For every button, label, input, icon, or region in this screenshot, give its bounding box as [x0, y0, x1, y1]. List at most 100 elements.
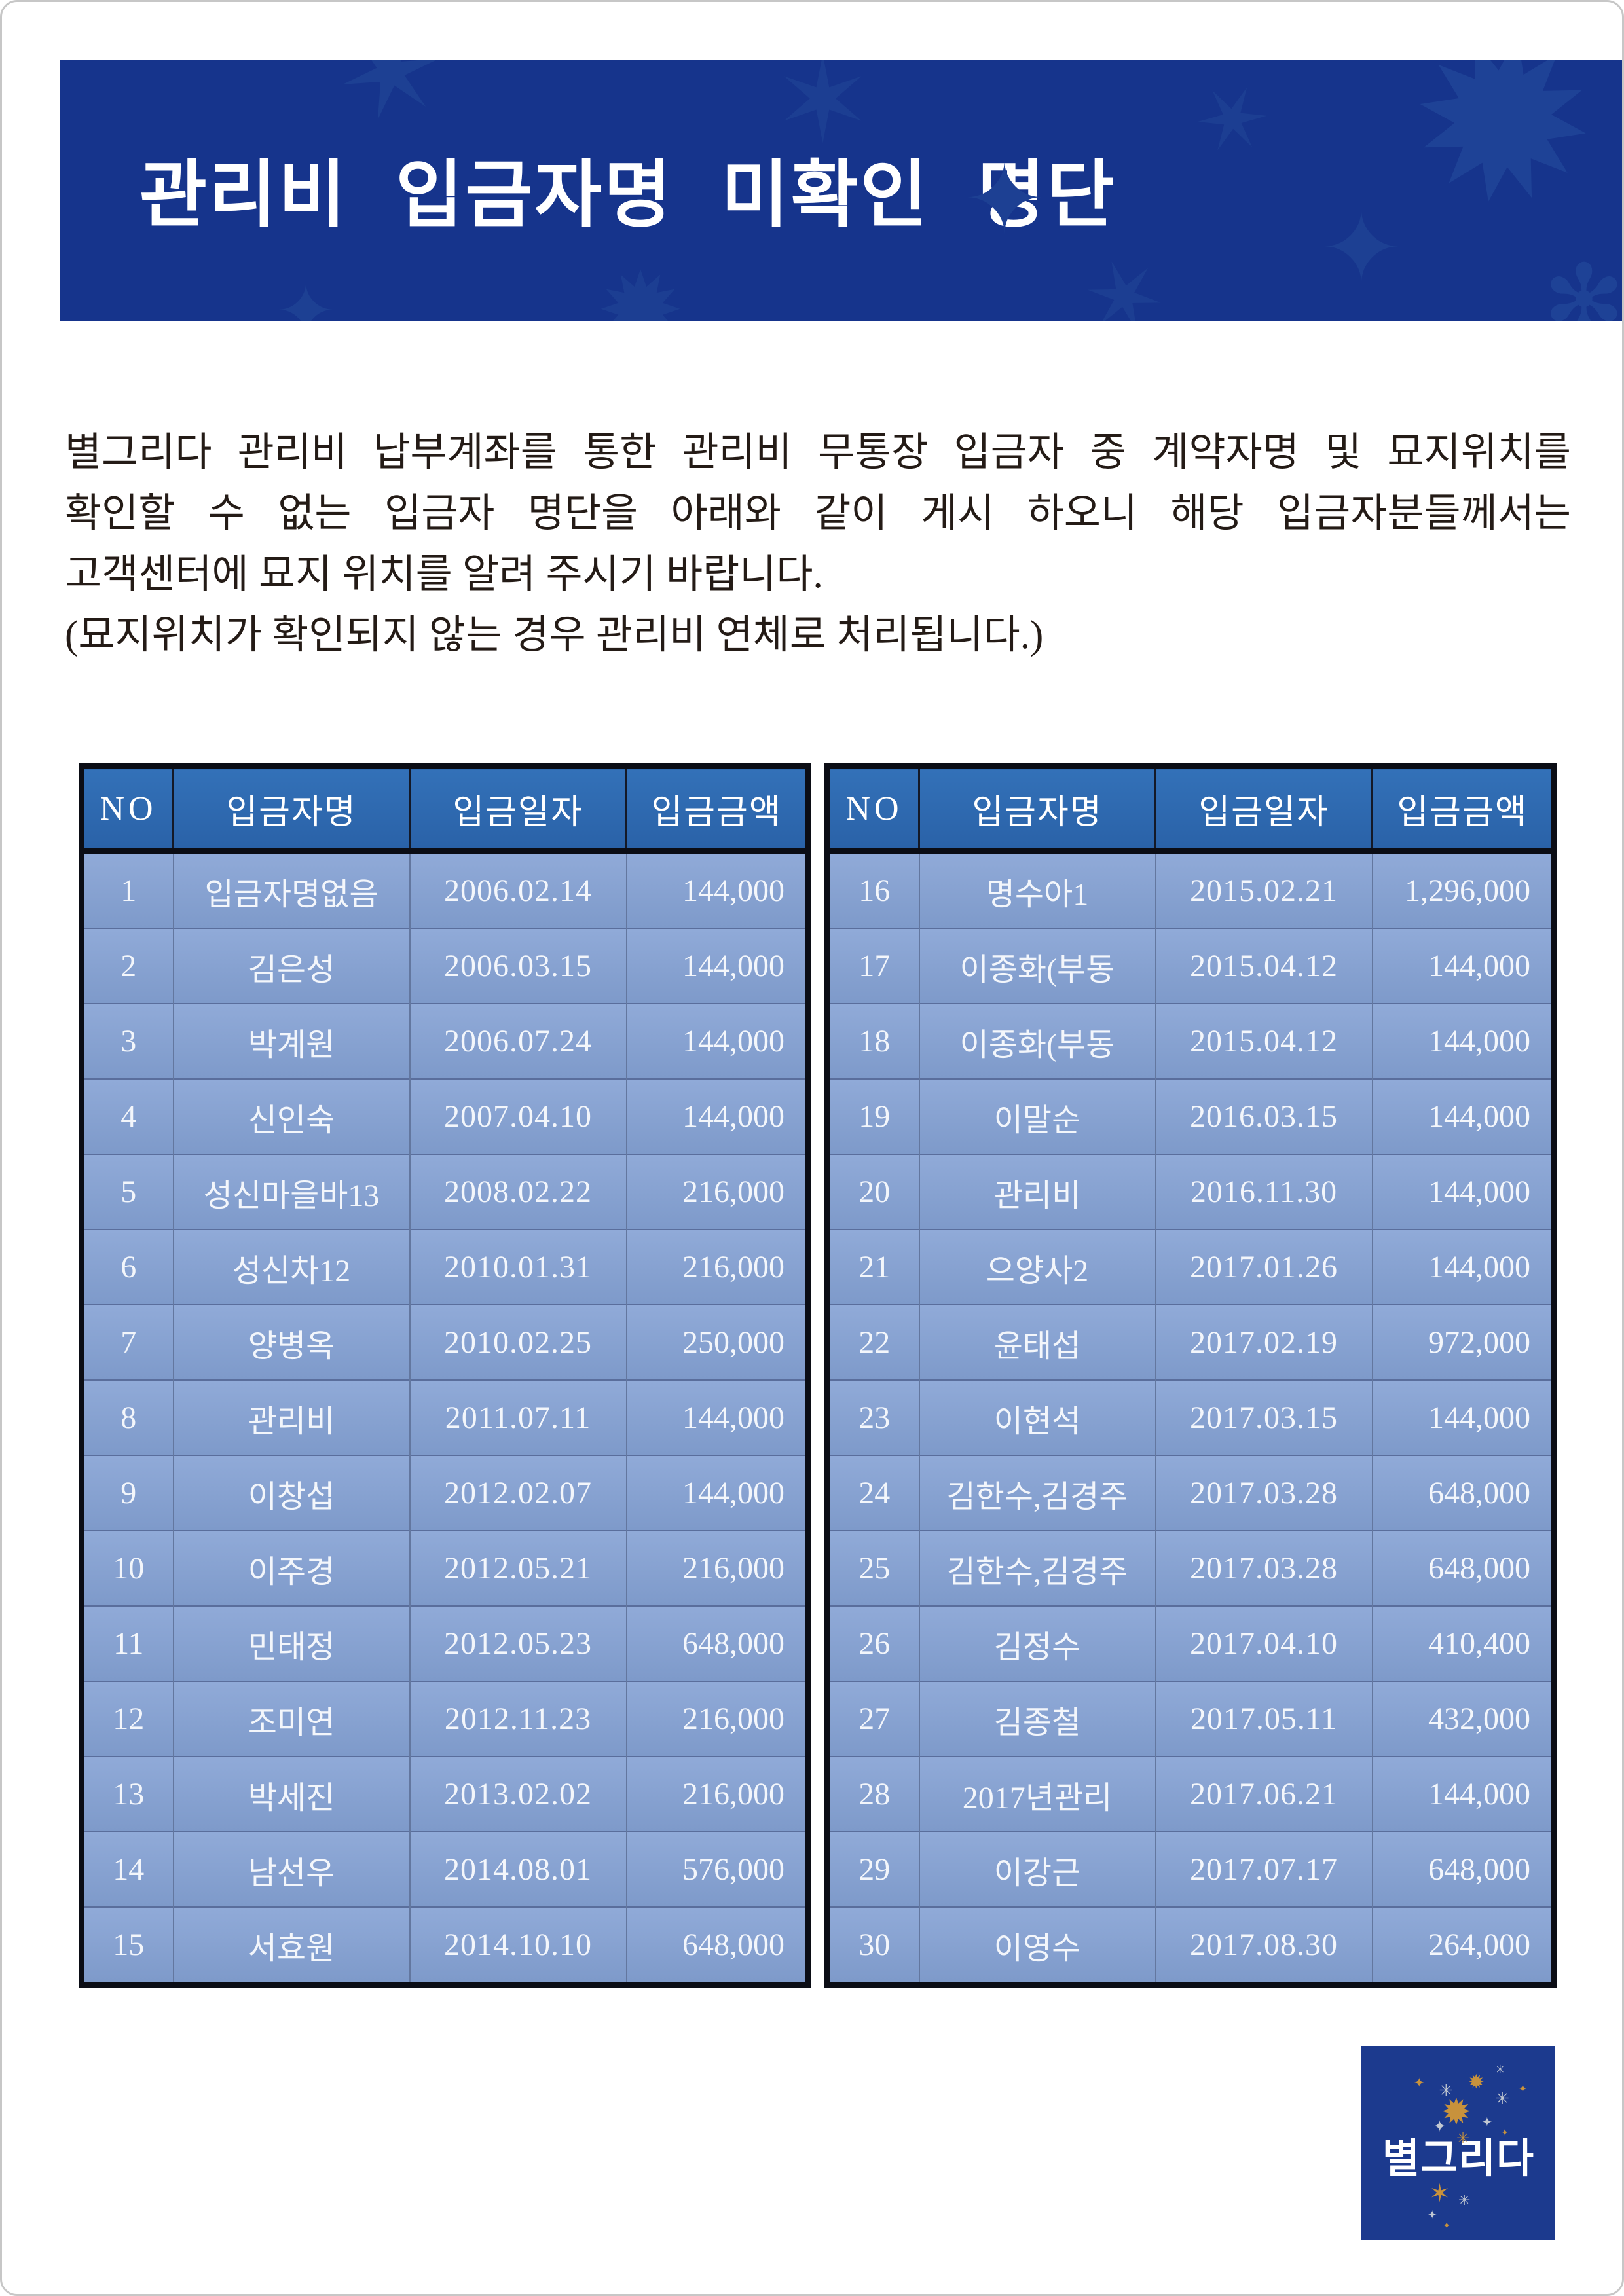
cell-name: 신인숙 — [173, 1078, 411, 1154]
cell-amount: 250,000 — [626, 1304, 809, 1380]
table-row: 28 2017년관리 2017.06.21 144,000 — [827, 1756, 1555, 1832]
sparkle-4-icon: ✦ — [1518, 2084, 1528, 2096]
cell-date: 2015.04.12 — [1155, 928, 1373, 1004]
cell-date: 2017.06.21 — [1155, 1756, 1373, 1832]
sparkle-4-icon: ✦ — [276, 272, 337, 321]
cell-amount: 144,000 — [626, 1455, 809, 1531]
cell-date: 2017.05.11 — [1155, 1681, 1373, 1757]
cell-date: 2011.07.11 — [409, 1379, 627, 1455]
cell-date: 2007.04.10 — [409, 1078, 627, 1154]
cell-amount: 144,000 — [626, 928, 809, 1004]
cell-amount: 144,000 — [1372, 1154, 1555, 1230]
cell-no: 3 — [81, 1003, 174, 1079]
cell-date: 2012.11.23 — [409, 1681, 627, 1757]
table-row: 16 명수아1 2015.02.21 1,296,000 — [827, 850, 1555, 928]
cell-no: 5 — [81, 1154, 174, 1230]
cell-name: 이강근 — [919, 1831, 1156, 1907]
cell-amount: 648,000 — [1372, 1831, 1555, 1907]
cell-amount: 144,000 — [626, 1078, 809, 1154]
cell-no: 10 — [81, 1530, 174, 1606]
cell-no: 23 — [827, 1379, 920, 1455]
cell-name: 성신마을바13 — [173, 1154, 411, 1230]
cell-no: 13 — [81, 1756, 174, 1832]
cell-no: 14 — [81, 1831, 174, 1907]
cell-date: 2014.10.10 — [409, 1906, 627, 1985]
asterisk-star-icon: ✳ — [1495, 2062, 1505, 2076]
intro-line: 고객센터에 묘지 위치를 알려 주시기 바랍니다. — [65, 553, 823, 596]
starburst-icon: ✹ — [1388, 60, 1615, 263]
cell-name: 2017년관리 — [919, 1756, 1156, 1832]
cell-no: 2 — [81, 928, 174, 1004]
cell-amount: 264,000 — [1372, 1906, 1555, 1985]
cell-amount: 216,000 — [626, 1229, 809, 1305]
cell-no: 22 — [827, 1304, 920, 1380]
intro-paragraph: 별그리다 관리비 납부계좌를 통한 관리비 무통장 입금자 중 계약자명 및 묘… — [65, 422, 1571, 666]
cell-no: 8 — [81, 1379, 174, 1455]
cell-name: 성신차12 — [173, 1229, 411, 1305]
asterisk-star-icon: ✻ — [1543, 247, 1622, 321]
table-row: 18 이종화(부동 2015.04.12 144,000 — [827, 1003, 1555, 1079]
cell-date: 2015.04.12 — [1155, 1003, 1373, 1079]
cell-name: 김한수,김경주 — [919, 1530, 1156, 1606]
sparkle-4-icon: ✦ — [1413, 2076, 1425, 2091]
intro-line: 확인할 수 없는 입금자 명단을 아래와 같이 게시 하오니 해당 입금자분들께… — [65, 492, 1571, 536]
cell-name: 관리비 — [173, 1379, 411, 1455]
cell-amount: 648,000 — [626, 1906, 809, 1985]
cell-amount: 648,000 — [1372, 1530, 1555, 1606]
table-row: 9 이창섭 2012.02.07 144,000 — [81, 1455, 809, 1531]
cell-no: 30 — [827, 1906, 920, 1985]
cell-no: 25 — [827, 1530, 920, 1606]
cell-no: 11 — [81, 1605, 174, 1681]
col-header-no: NO — [81, 766, 174, 854]
cell-amount: 216,000 — [626, 1756, 809, 1832]
table-row: 8 관리비 2011.07.11 144,000 — [81, 1379, 809, 1455]
cell-name: 김종철 — [919, 1681, 1156, 1757]
asterisk-star-icon: ✳ — [1439, 2081, 1454, 2101]
cell-no: 26 — [827, 1605, 920, 1681]
col-header-no: NO — [827, 766, 920, 854]
cell-amount: 576,000 — [626, 1831, 809, 1907]
brand-logo: 별그리다 ✦ ✳ ✹ ✳ ✳ ✦ ✹ ✦ ✦ ✳ ✦ ✶ ✳ ✦ ✦ — [1361, 2046, 1555, 2240]
starburst-icon: ✹ — [1467, 2071, 1485, 2094]
table-row: 25 김한수,김경주 2017.03.28 648,000 — [827, 1530, 1555, 1606]
table-header: NO 입금자명 입금일자 입금금액 — [81, 766, 809, 854]
table-body: 1 입금자명없음 2006.02.14 144,000 2 김은성 2006.0… — [81, 850, 809, 1985]
brand-logo-text: 별그리다 — [1382, 2136, 1535, 2181]
table-row: 20 관리비 2016.11.30 144,000 — [827, 1154, 1555, 1230]
table-row: 3 박계원 2006.07.24 144,000 — [81, 1003, 809, 1079]
cell-date: 2014.08.01 — [409, 1831, 627, 1907]
cell-date: 2006.02.14 — [409, 850, 627, 928]
cell-no: 16 — [827, 850, 920, 928]
cell-name: 으양사2 — [919, 1229, 1156, 1305]
cell-name: 민태정 — [173, 1605, 411, 1681]
cell-amount: 216,000 — [626, 1681, 809, 1757]
table-row: 29 이강근 2017.07.17 648,000 — [827, 1831, 1555, 1907]
cell-amount: 144,000 — [1372, 1379, 1555, 1455]
table-row: 19 이말순 2016.03.15 144,000 — [827, 1078, 1555, 1154]
deposit-table-right: NO 입금자명 입금일자 입금금액 16 명수아1 2015.02.21 1,2… — [824, 763, 1557, 1988]
cell-date: 2017.01.26 — [1155, 1229, 1373, 1305]
col-header-amount: 입금금액 — [1372, 766, 1555, 854]
table-row: 30 이영수 2017.08.30 264,000 — [827, 1906, 1555, 1985]
cell-name: 이창섭 — [173, 1455, 411, 1531]
cell-name: 윤태섭 — [919, 1304, 1156, 1380]
cell-amount: 144,000 — [1372, 1078, 1555, 1154]
cell-no: 6 — [81, 1229, 174, 1305]
cell-amount: 144,000 — [1372, 928, 1555, 1004]
cell-name: 김한수,김경주 — [919, 1455, 1156, 1531]
cell-amount: 144,000 — [1372, 1003, 1555, 1079]
cell-no: 15 — [81, 1906, 174, 1985]
cell-amount: 648,000 — [1372, 1455, 1555, 1531]
table-row: 6 성신차12 2010.01.31 216,000 — [81, 1229, 809, 1305]
cell-no: 1 — [81, 850, 174, 928]
cell-name: 박계원 — [173, 1003, 411, 1079]
cell-amount: 144,000 — [1372, 1756, 1555, 1832]
cell-no: 12 — [81, 1681, 174, 1757]
intro-line: (묘지위치가 확인되지 않는 경우 관리비 연체로 처리됩니다.) — [65, 613, 1044, 657]
cell-no: 27 — [827, 1681, 920, 1757]
cell-amount: 972,000 — [1372, 1304, 1555, 1380]
cell-date: 2017.08.30 — [1155, 1906, 1373, 1985]
col-header-name: 입금자명 — [919, 766, 1156, 854]
cell-name: 박세진 — [173, 1756, 411, 1832]
